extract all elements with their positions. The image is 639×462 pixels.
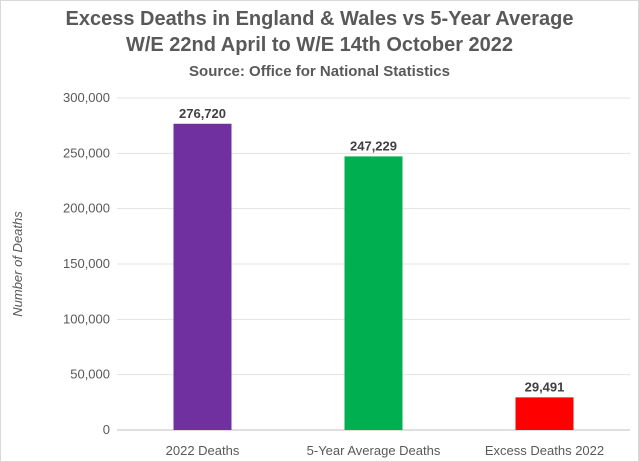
y-tick-label: 50,000 xyxy=(70,367,110,382)
chart-title: Excess Deaths in England & Wales vs 5-Ye… xyxy=(65,8,574,30)
y-tick-label: 200,000 xyxy=(63,201,110,216)
y-tick-label: 300,000 xyxy=(63,90,110,105)
y-tick-label: 100,000 xyxy=(63,311,110,326)
y-tick-label: 150,000 xyxy=(63,256,110,271)
data-label: 29,491 xyxy=(525,379,565,394)
chart-source: Source: Office for National Statistics xyxy=(189,63,450,80)
bar xyxy=(344,156,403,430)
x-tick-label: 5-Year Average Deaths xyxy=(307,443,441,458)
data-label: 276,720 xyxy=(179,106,226,121)
bars xyxy=(173,123,574,431)
x-tick-label: 2022 Deaths xyxy=(166,443,240,458)
y-axis-label: Number of Deaths xyxy=(10,211,25,317)
data-label: 247,229 xyxy=(350,138,397,153)
bar xyxy=(515,397,574,430)
data-labels: 276,720 247,229 29,491 xyxy=(179,106,564,395)
bar xyxy=(173,123,232,431)
y-axis-ticks: 0 50,000 100,000 150,000 200,000 250,000 300,0… xyxy=(63,90,110,437)
y-tick-label: 250,000 xyxy=(63,145,110,160)
x-axis-categories: 2022 Deaths 5-Year Average Deaths Excess D… xyxy=(166,443,604,458)
y-tick-label: 0 xyxy=(103,422,110,437)
chart-subtitle: W/E 22nd April to W/E 14th October 2022 xyxy=(125,34,514,56)
x-tick-label: Excess Deaths 2022 xyxy=(485,443,604,458)
